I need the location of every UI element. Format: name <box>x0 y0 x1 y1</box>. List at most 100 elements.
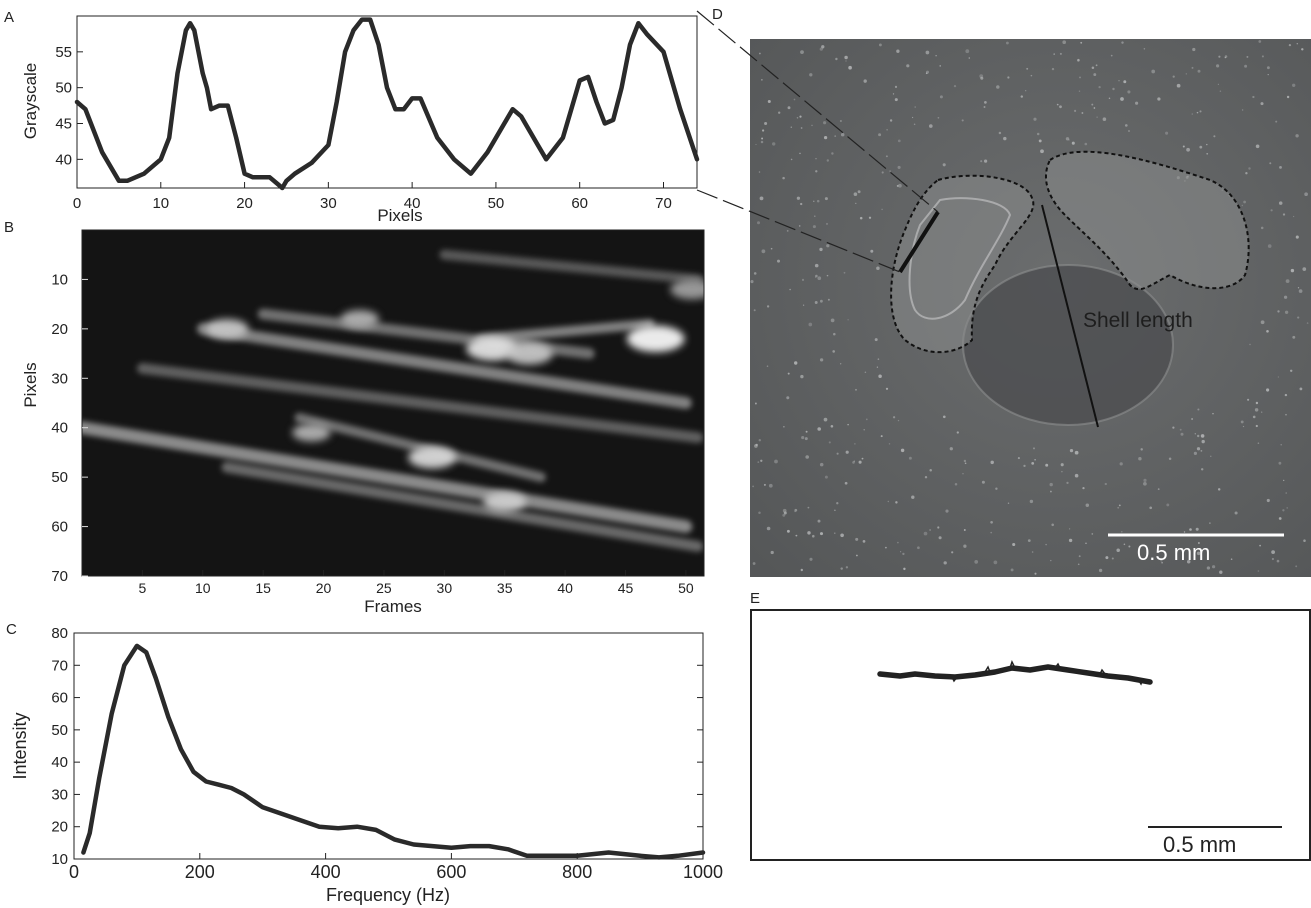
photo-speckle <box>1261 55 1264 58</box>
photo-speckle <box>1062 40 1067 45</box>
photo-speckle <box>750 280 754 284</box>
photo-speckle <box>1242 425 1245 428</box>
photo-speckle <box>1295 134 1299 138</box>
photo-speckle <box>1298 289 1303 293</box>
photo-speckle <box>793 98 796 101</box>
photo-speckle <box>1079 76 1081 79</box>
photo-speckle <box>1278 201 1283 205</box>
photo-speckle <box>802 304 805 306</box>
photo-speckle <box>1209 522 1211 524</box>
panel-b-ytick-label: 40 <box>51 420 68 437</box>
photo-speckle <box>847 423 849 426</box>
photo-speckle <box>1060 463 1064 467</box>
photo-speckle <box>774 459 778 464</box>
heatmap-streak <box>439 249 703 285</box>
photo-speckle <box>942 163 946 167</box>
photo-speckle <box>840 533 844 538</box>
panel-b-xtick-label: 20 <box>316 580 332 596</box>
photo-speckle <box>1266 388 1270 392</box>
photo-speckle <box>1007 76 1010 79</box>
photo-speckle <box>1189 528 1192 531</box>
photo-speckle <box>834 509 836 511</box>
photo-speckle <box>830 424 834 428</box>
panel-c-ticks: 0 200 400 600 800 1000 10 20 30 40 50 60 70 80 <box>51 625 723 882</box>
photo-speckle <box>897 139 901 143</box>
photo-speckle <box>800 374 804 379</box>
photo-speckle <box>1185 73 1187 75</box>
photo-speckle <box>786 529 790 533</box>
photo-speckle <box>1186 560 1191 564</box>
photo-speckle <box>929 529 931 531</box>
photo-speckle <box>1031 462 1035 465</box>
photo-speckle <box>896 184 899 187</box>
photo-speckle <box>939 95 943 99</box>
photo-speckle <box>1172 426 1175 429</box>
photo-speckle <box>1116 548 1120 553</box>
photo-speckle <box>1292 335 1296 339</box>
photo-speckle <box>786 230 789 232</box>
photo-speckle <box>766 365 769 367</box>
photo-speckle <box>1165 131 1169 135</box>
photo-speckle <box>836 452 839 455</box>
photo-speckle <box>815 274 818 278</box>
photo-speckle <box>878 133 882 137</box>
panel-b-ytick-label: 70 <box>51 568 68 585</box>
photo-speckle <box>1210 455 1212 457</box>
photo-speckle <box>752 485 754 488</box>
photo-speckle <box>894 85 898 88</box>
photo-speckle <box>1127 90 1131 94</box>
photo-speckle <box>1040 149 1044 154</box>
photo-speckle <box>1267 244 1272 248</box>
photo-speckle <box>1081 112 1084 114</box>
photo-speckle <box>876 266 880 270</box>
photo-speckle <box>1197 69 1201 73</box>
photo-speckle <box>963 459 967 463</box>
panel-c-xtick-label: 1000 <box>683 862 723 882</box>
panel-a-xtick-label: 0 <box>73 195 81 212</box>
photo-speckle <box>1151 69 1156 74</box>
photo-speckle <box>1121 531 1123 533</box>
photo-speckle <box>853 460 855 462</box>
photo-speckle <box>963 544 967 548</box>
photo-speckle <box>1258 40 1262 43</box>
photo-speckle <box>937 526 940 529</box>
photo-speckle <box>1285 413 1287 416</box>
photo-speckle <box>1282 479 1285 482</box>
photo-speckle <box>800 568 803 572</box>
photo-speckle <box>1271 550 1275 554</box>
photo-speckle <box>954 483 958 486</box>
photo-speckle <box>840 132 845 137</box>
panel-a-xtick-label: 20 <box>236 195 253 212</box>
photo-speckle <box>1192 47 1196 52</box>
photo-speckle <box>945 509 949 513</box>
photo-speckle <box>864 371 867 373</box>
photo-speckle <box>1033 117 1037 121</box>
photo-speckle <box>964 462 967 465</box>
photo-speckle <box>1027 539 1031 542</box>
photo-speckle <box>926 70 929 74</box>
photo-speckle <box>1098 568 1103 573</box>
photo-speckle <box>1284 393 1288 397</box>
panel-c-ytick-label: 80 <box>51 625 68 642</box>
left-valve <box>891 175 1034 353</box>
photo-speckle <box>990 531 993 534</box>
photo-speckle <box>1068 538 1073 543</box>
photo-speckle <box>1278 461 1282 465</box>
panel-a-xtick-label: 50 <box>488 195 505 212</box>
photo-speckle <box>1026 67 1029 70</box>
photo-speckle <box>998 131 1002 135</box>
photo-speckle <box>1260 226 1264 230</box>
heatmap-streak <box>82 421 693 533</box>
photo-speckle <box>1138 456 1142 461</box>
photo-speckle <box>1257 570 1260 572</box>
photo-speckle <box>861 457 864 460</box>
photo-speckle <box>807 531 811 535</box>
photo-speckle <box>1180 432 1184 436</box>
photo-speckle <box>854 443 856 445</box>
panel-c-xtick-label: 400 <box>311 862 341 882</box>
photo-speckle <box>819 247 823 252</box>
photo-speckle <box>809 557 813 561</box>
photo-speckle <box>1297 316 1300 319</box>
photo-speckle <box>1286 507 1289 509</box>
panel-c-xtick-label: 200 <box>185 862 215 882</box>
